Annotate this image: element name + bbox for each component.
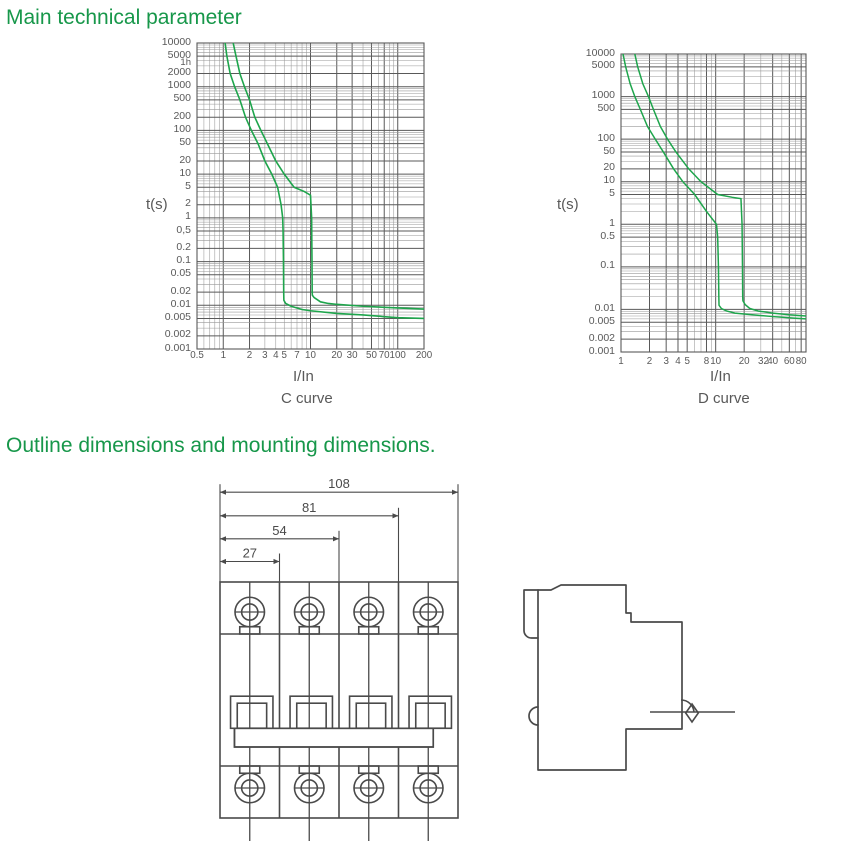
svg-text:108: 108	[328, 476, 350, 491]
svg-text:81: 81	[302, 500, 316, 515]
svg-text:27: 27	[243, 546, 257, 561]
svg-text:54: 54	[272, 523, 286, 538]
